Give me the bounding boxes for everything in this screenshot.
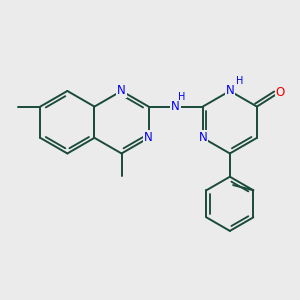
- Text: N: N: [144, 131, 153, 144]
- Text: N: N: [198, 131, 207, 144]
- Text: H: H: [178, 92, 186, 102]
- Text: N: N: [226, 85, 234, 98]
- Text: N: N: [117, 85, 126, 98]
- Text: N: N: [171, 100, 180, 113]
- Text: H: H: [236, 76, 243, 86]
- Text: O: O: [276, 86, 285, 99]
